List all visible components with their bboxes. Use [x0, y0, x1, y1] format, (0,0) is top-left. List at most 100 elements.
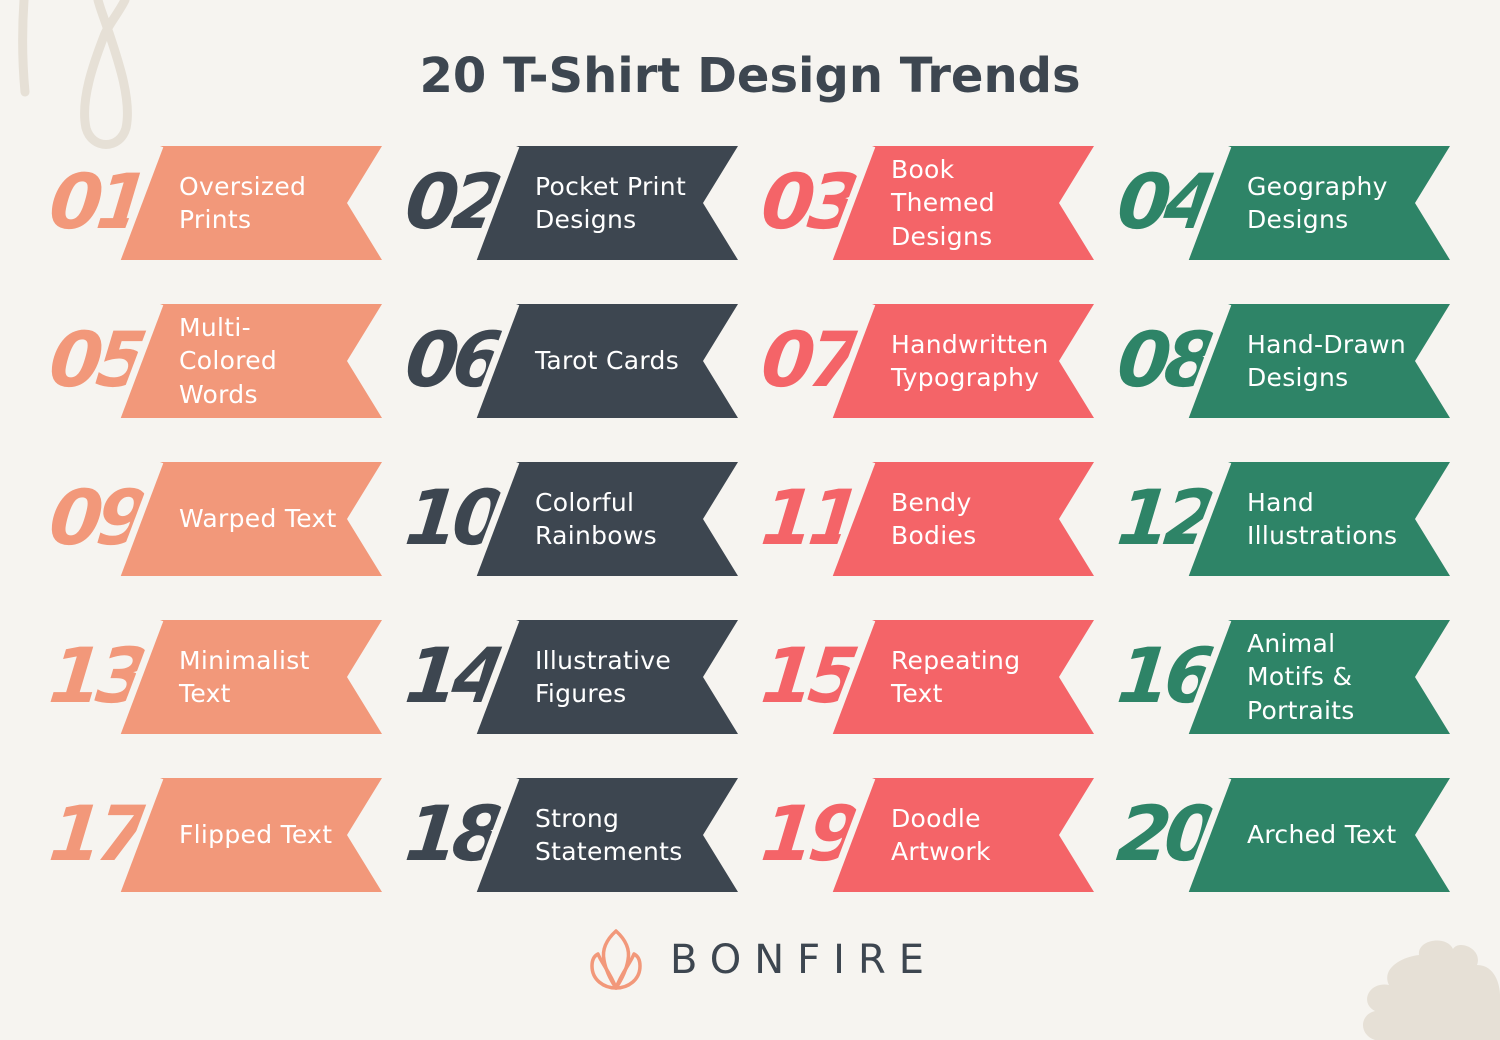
trend-item: 02 Pocket Print Designs	[393, 144, 738, 262]
trend-label: Minimalist Text	[179, 620, 359, 734]
trend-item: 07 Handwritten Typography	[749, 302, 1094, 420]
trend-banner: Book Themed Designs	[825, 144, 1094, 262]
trend-label: Hand Illustrations	[1247, 462, 1427, 576]
banner-shape	[1181, 618, 1450, 736]
banner-shape	[825, 460, 1094, 578]
trend-label-line: Hand	[1247, 487, 1315, 517]
trend-label: Flipped Text	[179, 778, 359, 892]
trend-item: 01 Oversized Prints	[37, 144, 382, 262]
flower-blob-decoration	[1363, 940, 1500, 1040]
trend-label: Warped Text	[179, 462, 359, 576]
trend-banner: Multi- Colored Words	[113, 302, 382, 420]
trend-label-line: Designs	[1247, 205, 1349, 234]
trend-label-line: Repeating	[891, 645, 1021, 675]
trend-label-line: Handwritten	[891, 329, 1049, 359]
brand-wordmark: BONFIRE	[670, 937, 938, 983]
trend-banner: Geography Designs	[1181, 144, 1450, 262]
trend-label: Hand-Drawn Designs	[1247, 304, 1427, 418]
page-title: 20 T-Shirt Design Trends	[419, 48, 1081, 104]
trend-item: 09 Warped Text	[37, 460, 382, 578]
trend-label-line: Tarot Cards	[535, 346, 680, 376]
banner-shape	[113, 776, 382, 894]
trend-label-line: Designs	[535, 205, 637, 234]
trend-label-line: Warped Text	[179, 504, 337, 534]
trend-banner: Pocket Print Designs	[469, 144, 738, 262]
trend-label-line: Figures	[535, 679, 627, 708]
banner-shape	[1181, 776, 1450, 894]
banner-shape	[825, 144, 1094, 262]
trend-label-line: Oversized	[179, 171, 307, 201]
banner-shape	[1181, 144, 1450, 262]
trend-label-line: Prints	[179, 205, 252, 234]
trend-label: Oversized Prints	[179, 146, 359, 260]
trend-banner: Tarot Cards	[469, 302, 738, 420]
banner-shape	[113, 302, 382, 420]
trend-label-line: Bendy	[891, 487, 972, 517]
trend-item: 15 Repeating Text	[749, 618, 1094, 736]
trend-banner: Hand Illustrations	[1181, 460, 1450, 578]
trend-label-line: Hand-Drawn	[1247, 329, 1406, 359]
trend-item: 06 Tarot Cards	[393, 302, 738, 420]
trend-banner: Flipped Text	[113, 776, 382, 894]
trend-label: Arched Text	[1247, 778, 1427, 892]
trend-item: 16 Animal Motifs & Portraits	[1105, 618, 1450, 736]
trend-label-line: Flipped Text	[179, 820, 333, 850]
trend-banner: Illustrative Figures	[469, 618, 738, 736]
banner-shape	[469, 776, 738, 894]
trend-item: 17 Flipped Text	[37, 776, 382, 894]
trend-label-line: Motifs &	[1247, 662, 1353, 692]
trend-label-line: Colorful	[535, 487, 635, 517]
trend-label: Geography Designs	[1247, 146, 1427, 260]
trend-item: 13 Minimalist Text	[37, 618, 382, 736]
trend-item: 03 Book Themed Designs	[749, 144, 1094, 262]
trend-label-line: Minimalist	[179, 645, 310, 675]
trend-label-line: Book	[891, 154, 955, 184]
trend-label-line: Colored	[179, 346, 278, 376]
trend-label-line: Themed	[891, 188, 995, 218]
banner-shape	[825, 618, 1094, 736]
trend-banner: Warped Text	[113, 460, 382, 578]
banner-shape	[1181, 302, 1450, 420]
trend-label: Animal Motifs & Portraits	[1247, 620, 1427, 734]
trend-item: 18 Strong Statements	[393, 776, 738, 894]
trend-label-line: Strong	[535, 803, 620, 833]
trend-label-line: Animal	[1247, 628, 1336, 658]
trend-label-line: Arched Text	[1247, 820, 1397, 850]
trend-label-line: Pocket Print	[535, 171, 687, 201]
trend-label: Book Themed Designs	[891, 146, 1071, 260]
trend-item: 04 Geography Designs	[1105, 144, 1450, 262]
trend-item: 10 Colorful Rainbows	[393, 460, 738, 578]
trend-banner: Strong Statements	[469, 776, 738, 894]
banner-shape	[469, 144, 738, 262]
trend-banner: Animal Motifs & Portraits	[1181, 618, 1450, 736]
trend-label-line: Multi-	[179, 312, 251, 342]
trend-label-line: Illustrative	[535, 645, 672, 675]
trend-label-line: Rainbows	[535, 521, 657, 550]
trend-banner: Oversized Prints	[113, 144, 382, 262]
trend-label-line: Words	[179, 379, 258, 409]
trend-item: 14 Illustrative Figures	[393, 618, 738, 736]
trend-label-line: Designs	[1247, 363, 1349, 392]
trend-label: Handwritten Typography	[891, 304, 1071, 418]
trend-label: Multi- Colored Words	[179, 304, 359, 418]
banner-shape	[113, 460, 382, 578]
trend-label: Colorful Rainbows	[535, 462, 715, 576]
footer-brand: BONFIRE	[588, 928, 937, 992]
trend-label-line: Geography	[1247, 171, 1388, 201]
trend-label: Doodle Artwork	[891, 778, 1071, 892]
trend-banner: Arched Text	[1181, 776, 1450, 894]
trend-banner: Doodle Artwork	[825, 776, 1094, 894]
trend-label-line: Illustrations	[1247, 521, 1398, 550]
trend-item: 12 Hand Illustrations	[1105, 460, 1450, 578]
trend-label-line: Bodies	[891, 521, 977, 550]
trend-label: Pocket Print Designs	[535, 146, 715, 260]
trend-label-line: Typography	[891, 363, 1040, 392]
banner-shape	[113, 144, 382, 262]
banner-shape	[113, 618, 382, 736]
banner-shape	[469, 618, 738, 736]
trend-item: 05 Multi- Colored Words	[37, 302, 382, 420]
banner-shape	[825, 776, 1094, 894]
trend-label: Repeating Text	[891, 620, 1071, 734]
banner-shape	[469, 302, 738, 420]
banner-shape	[469, 460, 738, 578]
